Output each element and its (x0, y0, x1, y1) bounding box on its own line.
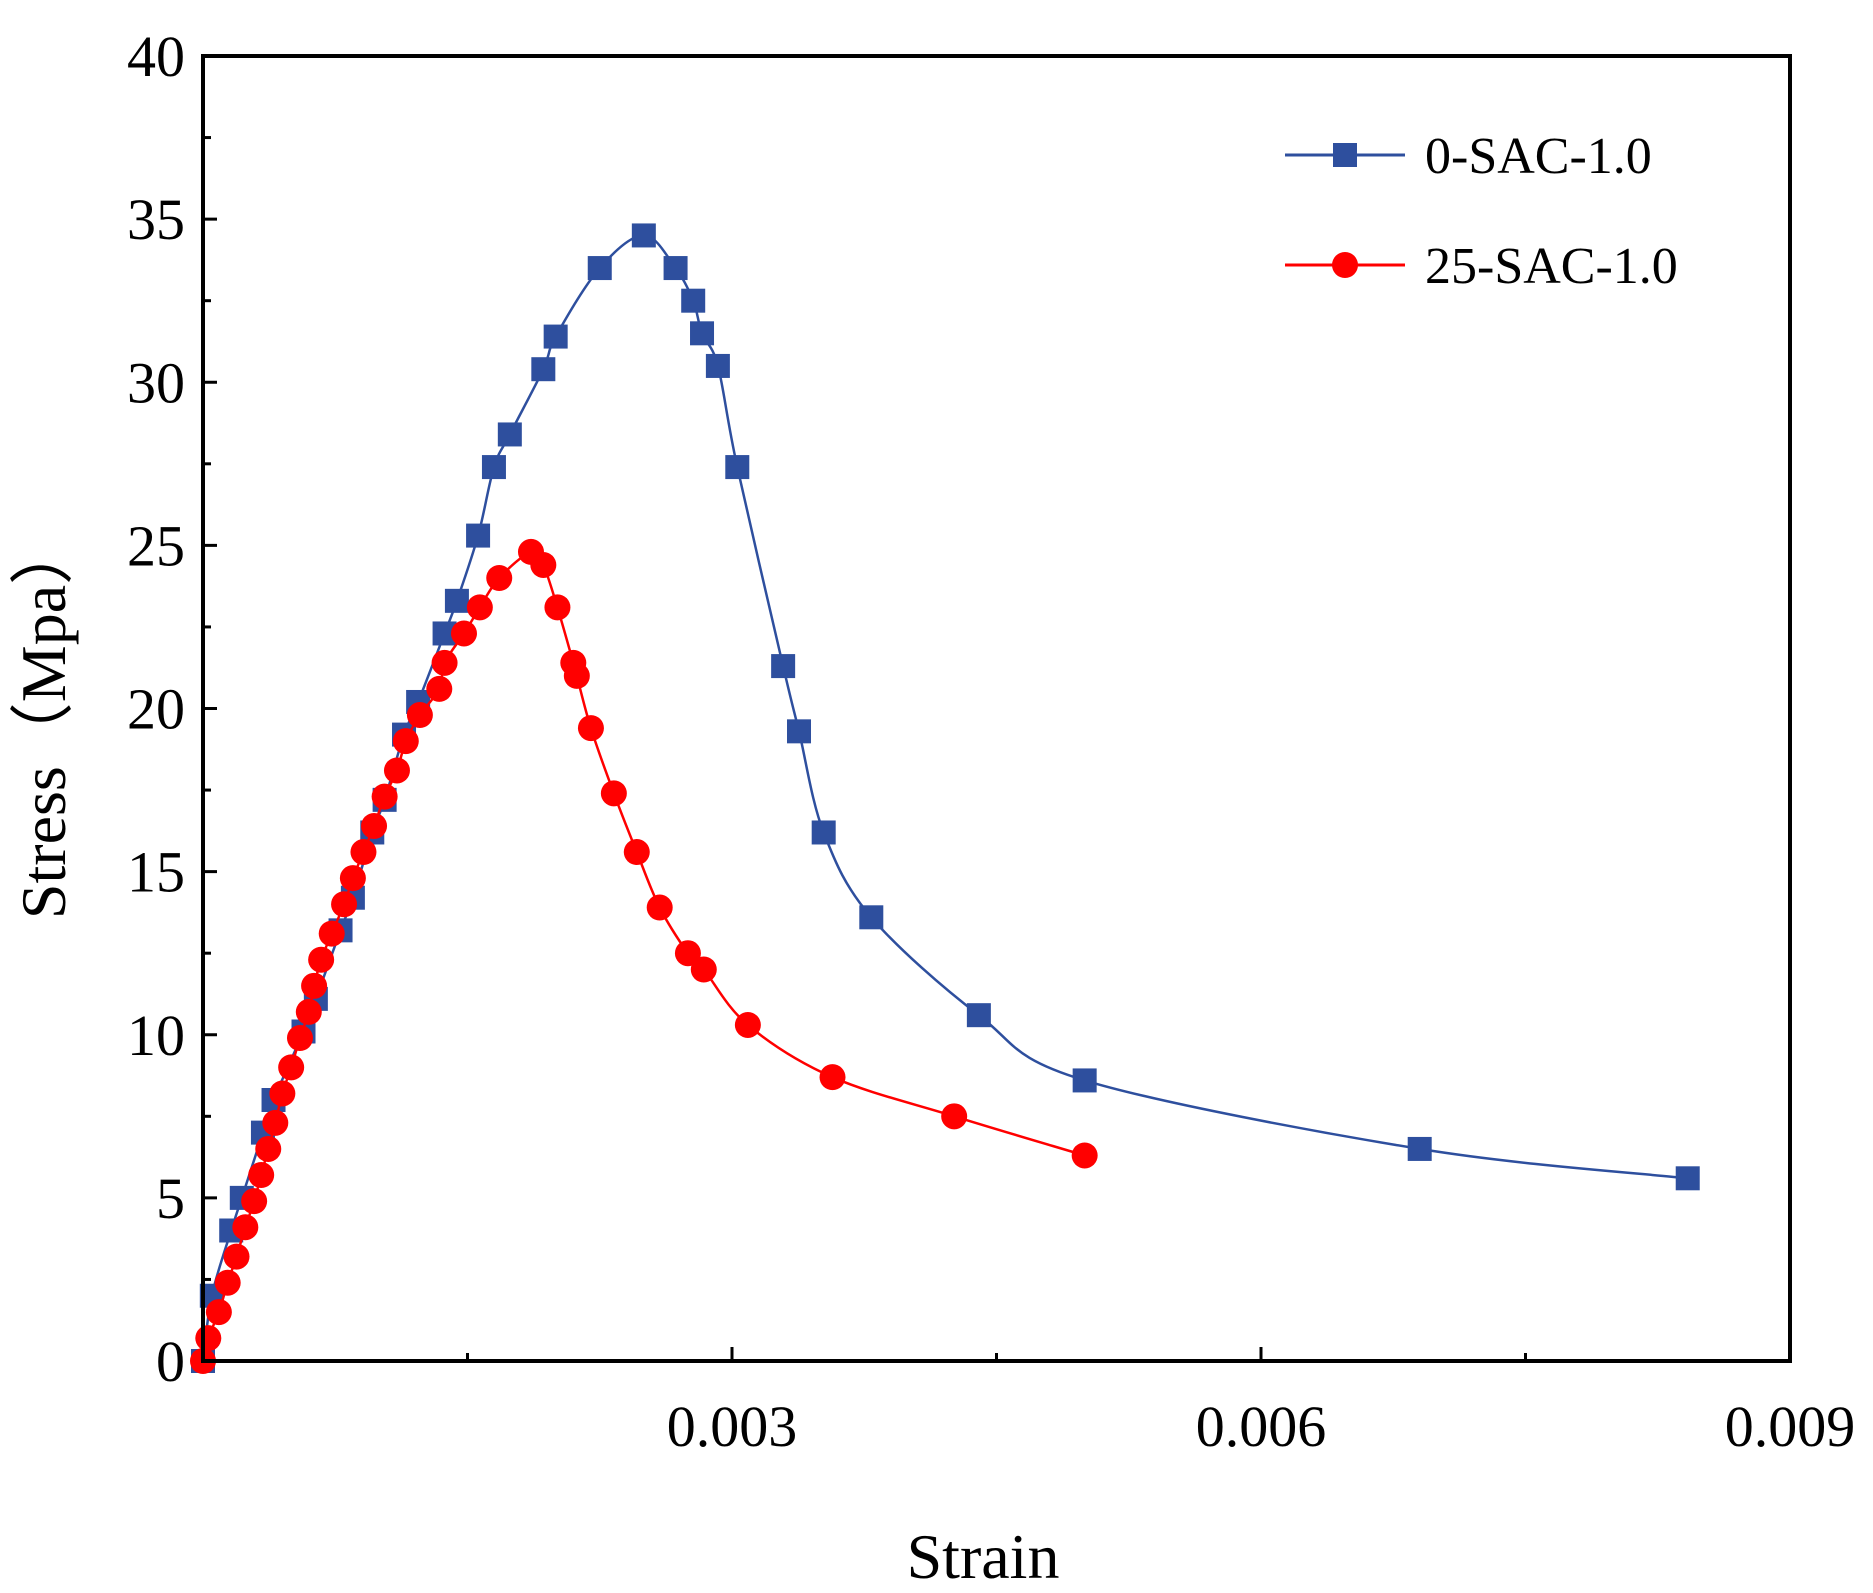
x-tick-label: 0.003 (667, 1394, 798, 1459)
data-point-square (587, 256, 612, 281)
y-tick-label: 15 (127, 840, 185, 905)
data-point-circle (214, 1269, 241, 1296)
data-point-circle (392, 728, 419, 755)
data-point-square (466, 523, 491, 548)
x-tick-label: 0.006 (1196, 1394, 1327, 1459)
legend-marker-square (1333, 143, 1357, 167)
data-point-circle (530, 551, 557, 578)
data-point-circle (262, 1109, 289, 1136)
legend-label: 25-SAC-1.0 (1425, 238, 1678, 295)
data-point-circle (278, 1054, 305, 1081)
data-point-square (771, 654, 796, 679)
y-tick-label: 20 (127, 677, 185, 742)
series-layer (190, 223, 1700, 1374)
data-point-circle (269, 1080, 296, 1107)
data-point-circle (350, 839, 377, 866)
data-point-circle (255, 1135, 282, 1162)
data-point-circle (301, 972, 328, 999)
data-point-circle (331, 891, 358, 918)
data-point-circle (819, 1064, 846, 1091)
data-point-circle (486, 565, 513, 591)
x-axis-title: Strain (907, 1521, 1060, 1592)
data-point-circle (577, 715, 604, 742)
y-tick-label: 25 (127, 513, 185, 578)
data-point-circle (674, 940, 701, 967)
axes-layer: 0 5 10 15 20 25 30 35 40 0.003 0.006 0.009 (127, 24, 1855, 1459)
data-point-square (444, 588, 469, 613)
data-point-square (705, 353, 730, 378)
x-tick-label: 0.009 (1725, 1394, 1856, 1459)
data-point-square (531, 357, 556, 382)
series-25-SAC-1.0 (190, 538, 1098, 1374)
data-point-circle (205, 1299, 232, 1326)
data-point-circle (431, 649, 458, 676)
data-point-square (543, 324, 568, 349)
data-point-square (497, 422, 522, 447)
data-point-circle (600, 780, 627, 807)
legend-item: 25-SAC-1.0 (1285, 238, 1678, 295)
data-point-circle (426, 675, 453, 702)
data-point-circle (623, 839, 650, 866)
y-axis-title: Stress（Mpa） (8, 521, 79, 919)
data-point-circle (248, 1162, 275, 1189)
data-point-circle (450, 620, 477, 647)
data-point-circle (734, 1011, 761, 1038)
data-point-square (681, 288, 706, 313)
legend: 0-SAC-1.0 25-SAC-1.0 (1285, 128, 1678, 295)
data-point-square (811, 820, 836, 845)
data-point-circle (406, 702, 433, 729)
y-tick-label: 10 (127, 1003, 185, 1068)
legend-label: 0-SAC-1.0 (1425, 128, 1652, 185)
data-point-circle (383, 757, 410, 784)
data-point-circle (295, 998, 322, 1025)
y-tick-label: 30 (127, 350, 185, 415)
data-point-circle (241, 1188, 268, 1215)
data-point-circle (941, 1103, 968, 1130)
data-point-circle (339, 865, 366, 892)
data-point-square (481, 455, 506, 480)
data-point-square (663, 256, 688, 281)
y-tick-label: 0 (156, 1329, 185, 1394)
data-point-square (725, 455, 750, 480)
data-point-circle (361, 812, 388, 839)
data-point-circle (286, 1025, 313, 1052)
data-point-square (966, 1003, 991, 1028)
y-tick-label: 35 (127, 187, 185, 252)
data-point-circle (318, 920, 345, 947)
legend-marker-circle (1332, 252, 1358, 278)
y-tick-label: 5 (156, 1166, 185, 1231)
data-point-circle (308, 946, 335, 973)
data-point-circle (466, 594, 493, 621)
y-tick-label: 40 (127, 24, 185, 89)
data-point-circle (690, 956, 717, 983)
data-point-circle (563, 662, 590, 689)
data-point-circle (223, 1243, 250, 1270)
data-point-square (1407, 1136, 1432, 1161)
legend-item: 0-SAC-1.0 (1285, 128, 1652, 185)
data-point-square (631, 223, 656, 248)
data-point-square (1072, 1068, 1097, 1093)
data-point-circle (544, 594, 571, 621)
data-point-square (1675, 1166, 1700, 1191)
data-point-circle (232, 1214, 259, 1241)
data-point-circle (195, 1325, 222, 1352)
data-point-circle (1071, 1142, 1098, 1169)
data-point-square (787, 719, 812, 744)
data-point-circle (646, 894, 673, 921)
data-point-circle (371, 783, 398, 810)
data-point-square (690, 321, 715, 346)
data-point-square (859, 905, 884, 930)
